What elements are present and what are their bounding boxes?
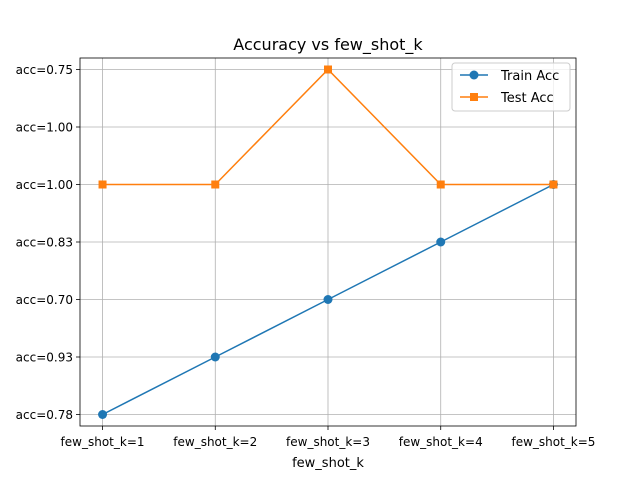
train-acc-point: [323, 295, 333, 304]
y-tick-label: acc=0.75: [16, 63, 73, 77]
y-tick-label: acc=1.00: [16, 121, 73, 135]
x-tick-label: few_shot_k=3: [286, 435, 370, 449]
legend-train-label: Train Acc: [500, 69, 559, 84]
train-acc-point: [98, 410, 108, 419]
x-tick-label: few_shot_k=5: [511, 435, 595, 449]
legend-test-marker: [470, 93, 478, 101]
y-tick-label: acc=0.70: [16, 293, 73, 307]
x-tick-label: few_shot_k=1: [61, 435, 145, 449]
series-layer: [98, 65, 558, 419]
train-acc-point: [436, 237, 446, 247]
legend-train-marker: [469, 70, 479, 80]
y-tick-label: acc=0.83: [16, 236, 73, 250]
test-acc-point: [549, 180, 558, 189]
chart-title: Accuracy vs few_shot_k: [233, 35, 423, 55]
test-acc-point: [324, 65, 332, 74]
x-tick-label: few_shot_k=2: [173, 435, 257, 449]
x-tick-label: few_shot_k=4: [399, 435, 483, 449]
legend-test-label: Test Acc: [500, 91, 554, 106]
y-tick-label: acc=1.00: [16, 178, 73, 192]
y-tick-label: acc=0.78: [16, 408, 73, 422]
test-acc-point: [211, 180, 220, 189]
axes: few_shot_k=1 few_shot_k=2 few_shot_k=3 few_…: [16, 57, 595, 449]
train-acc-point: [210, 352, 220, 362]
test-acc-point: [98, 180, 107, 189]
test-acc-point: [436, 180, 445, 189]
plot-frame: [79, 57, 577, 427]
legend: Train Acc Test Acc: [451, 62, 571, 112]
y-tick-label: acc=0.93: [16, 351, 73, 365]
x-axis-label: few_shot_k: [292, 456, 364, 471]
